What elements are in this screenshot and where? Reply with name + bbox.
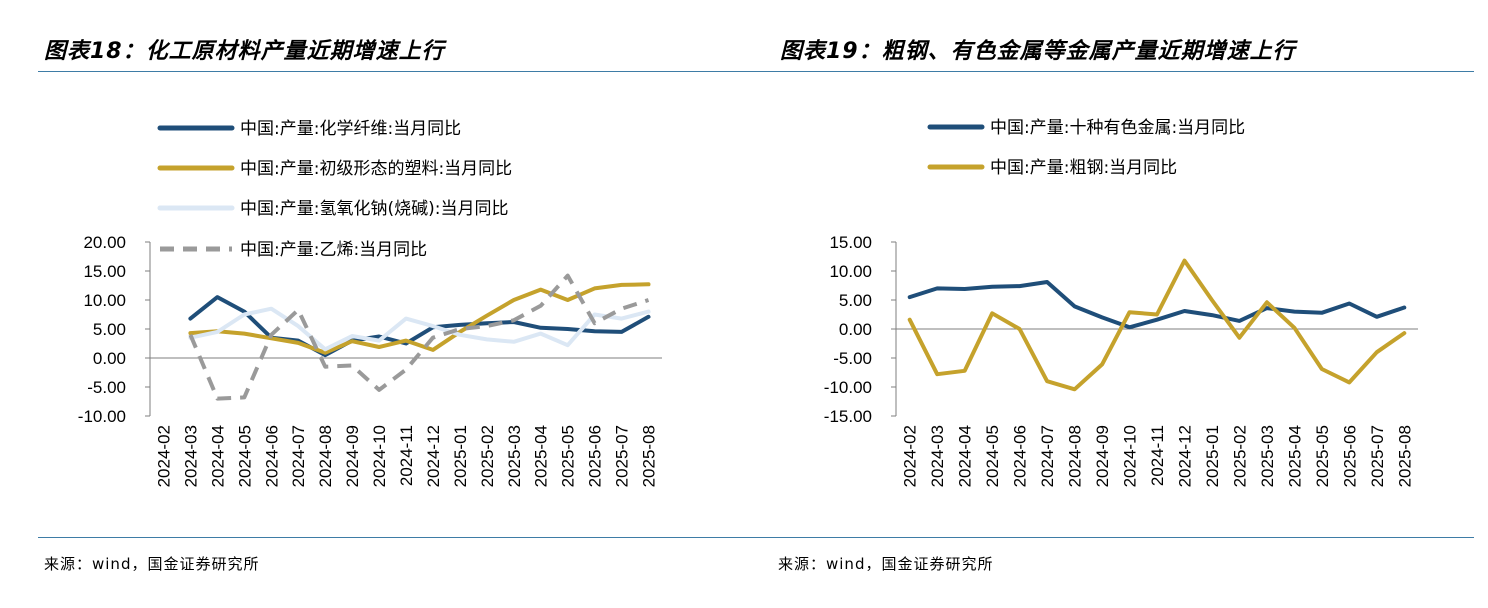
right-series-line-2 (907, 258, 1407, 392)
right-y-tick-label: 5.00 (839, 291, 872, 310)
right-x-tick-label: 2025-02 (1230, 425, 1249, 487)
right-y-tick-label: 15.00 (829, 233, 872, 252)
left-x-tick-label: 2025-02 (478, 425, 497, 487)
left-x-tick-label: 2025-08 (640, 425, 659, 487)
right-x-tick-label: 2024-08 (1066, 425, 1085, 487)
left-x-tick-label: 2024-04 (208, 425, 227, 487)
title-rule (38, 71, 1474, 72)
left-x-tick-label: 2024-03 (181, 425, 200, 487)
right-y-tick-label: -10.00 (824, 378, 872, 397)
right-x-tick-label: 2025-07 (1368, 425, 1387, 487)
left-y-tick-label: 15.00 (83, 262, 126, 281)
left-x-tick-label: 2025-07 (613, 425, 632, 487)
left-chart-title: 图表18：化工原材料产量近期增速上行 (44, 39, 445, 64)
right-x-tick-label: 2025-08 (1395, 425, 1414, 487)
left-legend-label: 中国:产量:初级形态的塑料:当月同比 (240, 159, 512, 179)
right-x-tick-label: 2025-05 (1313, 425, 1332, 487)
right-x-tick-label: 2024-04 (956, 425, 975, 487)
left-legend-label: 中国:产量:化学纤维:当月同比 (240, 119, 461, 139)
right-x-tick-label: 2025-04 (1285, 425, 1304, 487)
left-x-tick-label: 2024-12 (424, 425, 443, 487)
right-x-tick-label: 2024-09 (1093, 425, 1112, 487)
right-y-tick-label: 0.00 (839, 320, 872, 339)
left-legend-label: 中国:产量:氢氧化钠(烧碱):当月同比 (240, 199, 508, 219)
left-y-tick-label: 20.00 (83, 233, 126, 252)
left-legend-label: 中国:产量:乙烯:当月同比 (240, 240, 427, 260)
left-x-tick-label: 2025-01 (451, 425, 470, 487)
left-x-tick-label: 2024-05 (235, 425, 254, 487)
right-chart-title: 图表19：粗钢、有色金属等金属产量近期增速上行 (780, 39, 1296, 64)
left-series-line-3 (188, 306, 651, 352)
left-x-tick-label: 2024-11 (397, 425, 416, 486)
left-y-tick-label: 5.00 (93, 320, 126, 339)
right-y-tick-label: -5.00 (833, 349, 872, 368)
right-x-tick-label: 2025-06 (1340, 425, 1359, 487)
left-x-tick-label: 2024-09 (343, 425, 362, 487)
source-rule (38, 537, 1474, 538)
right-y-tick-label: 10.00 (829, 262, 872, 281)
right-y-tick-label: -15.00 (824, 407, 872, 426)
right-x-tick-label: 2024-03 (928, 425, 947, 487)
left-x-tick-label: 2025-06 (586, 425, 605, 487)
left-x-tick-label: 2025-03 (505, 425, 524, 487)
right-x-tick-label: 2025-01 (1203, 425, 1222, 487)
right-x-tick-label: 2024-11 (1148, 425, 1167, 486)
right-x-tick-label: 2024-05 (983, 425, 1002, 487)
right-series-line-1 (907, 280, 1407, 330)
right-source-note: 来源：wind，国金证券研究所 (778, 555, 994, 573)
left-x-tick-label: 2024-07 (289, 425, 308, 487)
left-series-line-4 (188, 273, 650, 401)
right-x-tick-label: 2024-12 (1175, 425, 1194, 487)
right-legend-label: 中国:产量:十种有色金属:当月同比 (990, 118, 1245, 138)
left-x-tick-label: 2024-06 (262, 425, 281, 487)
left-x-tick-label: 2025-04 (532, 425, 551, 487)
left-y-tick-label: -5.00 (87, 378, 126, 397)
right-x-tick-label: 2024-02 (901, 425, 920, 487)
left-y-tick-label: 0.00 (93, 349, 126, 368)
left-x-tick-label: 2024-10 (370, 425, 389, 487)
left-y-tick-label: 10.00 (83, 291, 126, 310)
right-x-tick-label: 2024-06 (1011, 425, 1030, 487)
right-x-tick-label: 2024-07 (1038, 425, 1057, 487)
right-x-tick-label: 2025-03 (1258, 425, 1277, 487)
left-source-note: 来源：wind，国金证券研究所 (44, 555, 260, 573)
left-series-line-2 (188, 282, 651, 355)
right-x-tick-label: 2024-10 (1121, 425, 1140, 487)
right-legend-label: 中国:产量:粗钢:当月同比 (990, 158, 1177, 178)
left-x-tick-label: 2024-02 (154, 425, 173, 487)
left-y-tick-label: -10.00 (78, 407, 126, 426)
left-series-line-1 (188, 295, 651, 358)
left-x-tick-label: 2024-08 (316, 425, 335, 487)
left-x-tick-label: 2025-05 (559, 425, 578, 487)
